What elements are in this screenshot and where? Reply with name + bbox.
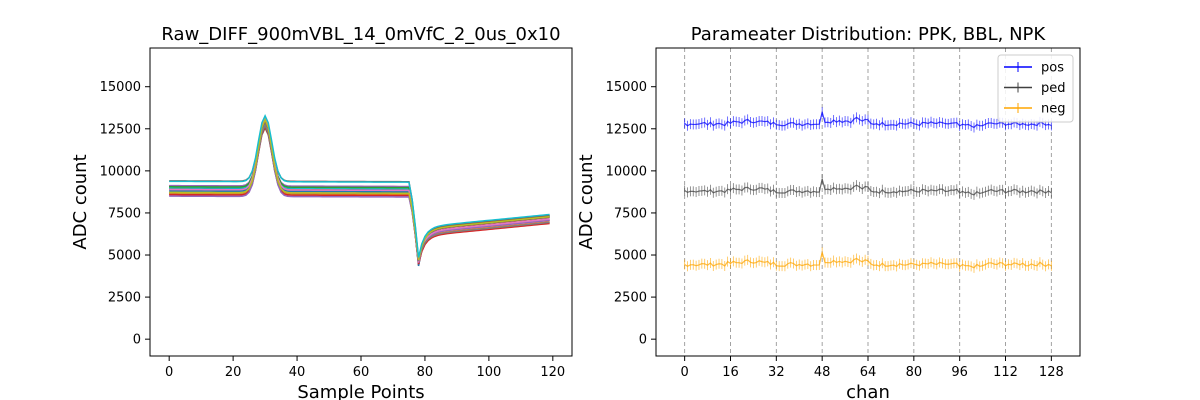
legend-label: ped — [1041, 81, 1066, 96]
legend-item-neg: neg — [1004, 102, 1066, 117]
right-y-tick-label: 2500 — [614, 291, 647, 306]
series-ped-line — [684, 178, 1052, 196]
series-ped — [684, 174, 1052, 200]
series-pos-line — [684, 111, 1052, 129]
right-x-axis-label: chan — [846, 382, 890, 400]
left-x-tick-label: 120 — [540, 365, 565, 380]
right-x-tick-label: 32 — [768, 365, 785, 380]
left-x-tick-label: 60 — [353, 365, 370, 380]
legend-label: neg — [1041, 102, 1066, 117]
left-chart: Raw_DIFF_900mVBL_14_0mVfC_2_0us_0x10 0 20… — [70, 24, 573, 400]
right-x-tick-label: 16 — [722, 365, 739, 380]
left-x-tick-label: 40 — [289, 365, 306, 380]
right-x-tick-label: 48 — [814, 365, 831, 380]
series-neg — [684, 247, 1052, 273]
left-y-tick-label: 12500 — [100, 122, 141, 137]
right-x-tick-label: 0 — [681, 365, 689, 380]
right-x-tick-label: 80 — [906, 365, 923, 380]
right-x-ticks: 0 16 32 48 64 80 96 112 128 — [681, 356, 1064, 380]
legend: pos ped neg — [997, 54, 1074, 123]
right-x-tick-label: 64 — [860, 365, 877, 380]
left-x-tick-label: 0 — [165, 365, 173, 380]
left-x-axis-label: Sample Points — [297, 382, 424, 400]
legend-box — [997, 54, 1074, 123]
right-y-tick-label: 10000 — [606, 164, 647, 179]
left-x-tick-label: 100 — [476, 365, 501, 380]
series-neg-line — [684, 252, 1052, 269]
right-y-axis-label: ADC count — [576, 154, 597, 249]
left-y-tick-label: 15000 — [100, 80, 141, 95]
left-y-tick-label: 7500 — [108, 206, 141, 221]
right-chart-title: Parameater Distribution: PPK, BBL, NPK — [691, 24, 1047, 45]
left-y-tick-label: 2500 — [108, 291, 141, 306]
legend-item-ped: ped — [1004, 81, 1066, 96]
left-y-tick-label: 0 — [133, 333, 141, 348]
right-series — [684, 107, 1052, 273]
left-waveform-line — [169, 124, 550, 265]
left-waveforms — [169, 113, 550, 267]
left-waveform-line — [169, 113, 550, 258]
right-y-tick-label: 0 — [639, 333, 647, 348]
left-x-tick-label: 20 — [225, 365, 242, 380]
left-waveform-line — [169, 116, 550, 263]
legend-label: pos — [1041, 61, 1064, 76]
left-x-tick-label: 80 — [417, 365, 434, 380]
left-waveform-line — [169, 117, 550, 261]
right-y-tick-label: 15000 — [606, 80, 647, 95]
left-x-ticks: 0 20 40 60 80 100 120 — [165, 356, 565, 380]
left-waveform-line — [169, 122, 550, 263]
left-y-tick-label: 10000 — [100, 164, 141, 179]
right-y-tick-label: 7500 — [614, 206, 647, 221]
series-pos — [684, 107, 1052, 133]
left-chart-title: Raw_DIFF_900mVBL_14_0mVfC_2_0us_0x10 — [161, 24, 560, 45]
right-y-tick-label: 5000 — [614, 249, 647, 264]
right-x-tick-label: 96 — [951, 365, 968, 380]
left-y-axis-label: ADC count — [70, 154, 91, 249]
right-x-tick-label: 128 — [1039, 365, 1064, 380]
left-y-ticks: 0 2500 5000 7500 10000 12500 15000 — [100, 80, 150, 348]
right-x-tick-label: 112 — [993, 365, 1018, 380]
legend-item-pos: pos — [1004, 61, 1064, 76]
right-y-ticks: 0 2500 5000 7500 10000 12500 15000 — [606, 80, 656, 348]
left-y-tick-label: 5000 — [108, 249, 141, 264]
right-y-tick-label: 12500 — [606, 122, 647, 137]
right-chart: Parameater Distribution: PPK, BBL, NPK 0… — [576, 24, 1081, 400]
